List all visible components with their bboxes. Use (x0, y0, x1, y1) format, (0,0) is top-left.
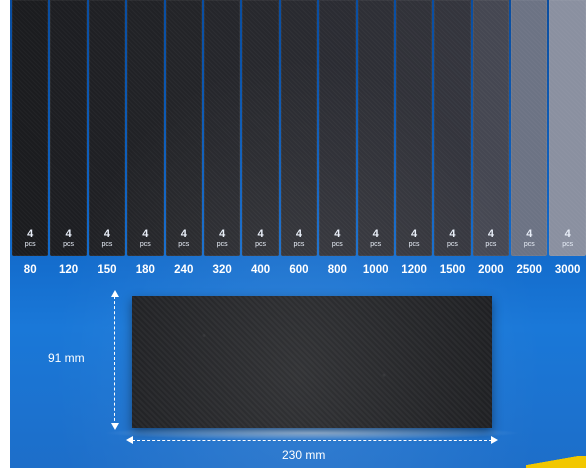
grit-label: 120 (58, 264, 79, 276)
quantity-number: 4 (65, 228, 72, 240)
grit-label: 150 (97, 264, 117, 276)
quantity-label: 4 pcs (127, 228, 163, 249)
grit-label: 80 (23, 264, 37, 276)
quantity-unit: pcs (562, 241, 574, 248)
quantity-label: 4 pcs (281, 228, 317, 249)
grit-label: 240 (174, 264, 194, 276)
sandpaper-sheet (132, 296, 492, 428)
quantity-number: 4 (257, 228, 264, 240)
grit-label: 1000 (362, 264, 389, 276)
quantity-label: 4 pcs (166, 228, 202, 249)
quantity-unit: pcs (139, 241, 151, 248)
sandpaper-strip: 4 pcs (203, 0, 241, 256)
grit-label: 2500 (516, 264, 543, 276)
quantity-unit: pcs (408, 241, 420, 248)
sandpaper-strip: 4 pcs (319, 0, 356, 256)
grit-label: 1500 (439, 264, 466, 276)
sandpaper-strip: 4 pcs (165, 0, 202, 256)
sandpaper-strip: 4 pcs (12, 0, 49, 256)
quantity-label: 4 pcs (319, 228, 355, 249)
grit-label: 600 (289, 264, 309, 276)
grit-label: 180 (135, 264, 155, 276)
grit-label: 400 (250, 264, 271, 276)
quantity-label: 4 pcs (473, 228, 509, 249)
quantity-unit: pcs (255, 241, 266, 248)
quantity-number: 4 (449, 228, 456, 240)
sandpaper-strip: 4 pcs (50, 0, 87, 256)
quantity-unit: pcs (523, 241, 535, 248)
quantity-unit: pcs (24, 241, 36, 248)
quantity-label: 4 pcs (89, 228, 125, 249)
arrow-left-icon (126, 436, 133, 444)
sandpaper-strip: 4 pcs (280, 0, 318, 256)
sandpaper-strip: 4 pcs (434, 0, 471, 256)
quantity-label: 4 pcs (50, 228, 86, 249)
grit-label: 2000 (478, 264, 504, 276)
grit-label: 1200 (401, 264, 427, 276)
quantity-unit: pcs (101, 241, 113, 248)
quantity-label: 4 pcs (358, 228, 394, 249)
height-label: 91 mm (48, 351, 85, 365)
quantity-unit: pcs (216, 241, 228, 248)
sandpaper-strip: 4 pcs (549, 0, 586, 256)
quantity-number: 4 (180, 228, 187, 240)
grit-label: 3000 (554, 264, 581, 276)
quantity-number: 4 (103, 228, 111, 240)
quantity-number: 4 (487, 228, 494, 240)
quantity-number: 4 (372, 228, 379, 240)
sandpaper-strip: 4 pcs (472, 0, 510, 256)
sandpaper-strip: 4 pcs (242, 0, 279, 256)
arrow-up-icon (111, 290, 119, 297)
grit-label: 800 (327, 264, 347, 276)
quantity-unit: pcs (485, 241, 497, 248)
quantity-label: 4 pcs (511, 228, 547, 249)
grit-label: 320 (212, 264, 232, 276)
quantity-unit: pcs (331, 241, 343, 248)
quantity-number: 4 (295, 228, 302, 240)
sandpaper-strip: 4 pcs (395, 0, 433, 256)
quantity-number: 4 (526, 228, 533, 240)
quantity-label: 4 pcs (549, 228, 585, 249)
grit-labels: 80 120 150 180 240 320 400 600 800 1000 1200 1500 20… (12, 262, 586, 278)
quantity-number: 4 (334, 228, 341, 240)
product-photo: 4 pcs 4 pcs 4 pcs 4 pcs 4 pcs 4 pcs 4 pcs 4 pcs 4 pcs 4 pcs… (10, 0, 586, 468)
corner-accent (526, 456, 586, 468)
quantity-unit: pcs (447, 241, 458, 248)
height-dimension-line (114, 296, 115, 426)
quantity-unit: pcs (63, 241, 75, 248)
quantity-label: 4 pcs (12, 228, 48, 249)
quantity-number: 4 (27, 228, 34, 240)
width-label: 230 mm (282, 448, 326, 462)
sandpaper-strip: 4 pcs (127, 0, 164, 256)
quantity-unit: pcs (178, 241, 190, 248)
sandpaper-strips: 4 pcs 4 pcs 4 pcs 4 pcs 4 pcs 4 pcs 4 pcs 4 pcs 4 pcs 4 pcs… (10, 0, 586, 260)
quantity-unit: pcs (293, 241, 305, 248)
quantity-label: 4 pcs (204, 228, 240, 249)
arrow-down-icon (111, 423, 119, 430)
quantity-label: 4 pcs (242, 228, 278, 249)
quantity-label: 4 pcs (434, 228, 470, 249)
quantity-label: 4 pcs (396, 228, 432, 249)
quantity-unit: pcs (370, 241, 382, 248)
quantity-number: 4 (142, 228, 149, 240)
sandpaper-strip: 4 pcs (511, 0, 548, 256)
sheet-shadow (102, 426, 522, 440)
quantity-number: 4 (411, 228, 418, 240)
sandpaper-strip: 4 pcs (88, 0, 126, 256)
width-dimension-line (132, 440, 492, 441)
arrow-right-icon (491, 436, 498, 444)
quantity-number: 4 (564, 228, 571, 240)
sandpaper-strip: 4 pcs (357, 0, 394, 256)
quantity-number: 4 (219, 228, 226, 240)
